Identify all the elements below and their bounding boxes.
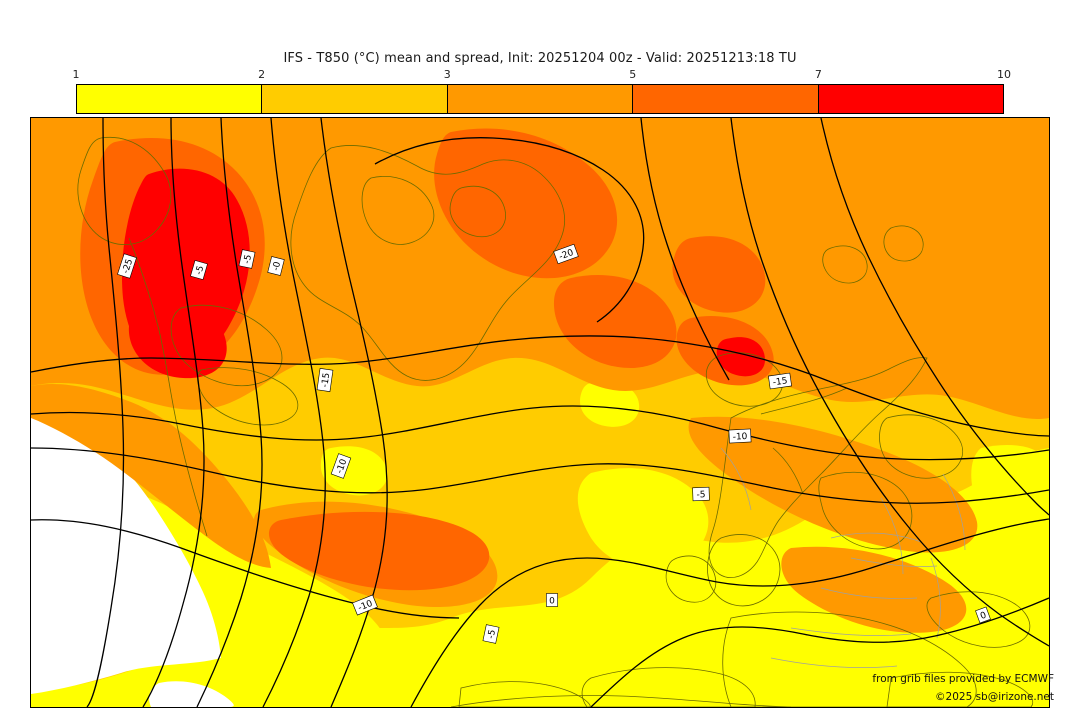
colorbar-tick-6: 10	[997, 68, 1011, 81]
colorbar-segment-3	[446, 85, 633, 113]
map-canvas[interactable]: -25 -5 -5 -0 -15 -10 -20 -15 -10 -5 -10 -5 0 0	[30, 117, 1050, 708]
contour-label: -10	[352, 594, 378, 616]
contour-label: -5	[692, 486, 710, 502]
svg-text:0: 0	[549, 596, 555, 606]
contour-label: -5	[238, 249, 256, 269]
map-svg: -25 -5 -5 -0 -15 -10 -20 -15 -10 -5 -10 -5 0 0	[31, 118, 1049, 707]
country-borders	[720, 447, 966, 668]
contour-label: 0	[546, 593, 558, 607]
contour-label: -10	[728, 428, 752, 444]
page-title: IFS - T850 (°C) mean and spread, Init: 2…	[283, 51, 797, 66]
contour-label: -15	[768, 372, 792, 390]
copyright-credit: ©2025 sb@irizone.net	[935, 691, 1054, 703]
contour-labels: -25 -5 -5 -0 -15 -10 -20 -15 -10 -5 -10 -5 0 0	[117, 243, 991, 644]
coastlines	[77, 136, 1033, 707]
colorbar-tick-4: 5	[629, 68, 637, 81]
colorbar-segment-5	[817, 85, 1004, 113]
svg-text:-20: -20	[558, 248, 575, 263]
svg-text:-0: -0	[271, 260, 283, 271]
contour-label: -5	[482, 624, 500, 644]
contour-label: -10	[330, 453, 352, 479]
colorbar-swatches	[76, 84, 1004, 114]
data-source-credit: from grib files provided by ECMWF	[872, 673, 1054, 685]
svg-text:-15: -15	[772, 376, 788, 388]
svg-text:-10: -10	[732, 432, 747, 443]
colorbar-tick-2: 2	[258, 68, 266, 81]
colorbar-tick-5: 7	[814, 68, 822, 81]
spread-band-3-east	[688, 416, 978, 633]
colorbar: 1 2 3 5 7 10	[72, 68, 1012, 114]
contour-label: -15	[316, 368, 334, 392]
colorbar-segment-4	[632, 85, 818, 113]
contour-label: -25	[117, 253, 137, 279]
contour-label: -0	[267, 256, 285, 276]
svg-text:-5: -5	[696, 490, 705, 500]
svg-text:-5: -5	[194, 265, 206, 276]
colorbar-tick-1: 1	[72, 68, 80, 81]
isotherm-contours	[31, 118, 1049, 707]
svg-text:-10: -10	[335, 458, 350, 475]
svg-text:-25: -25	[121, 258, 135, 275]
contour-label: 0	[975, 606, 991, 624]
colorbar-segment-1	[77, 85, 262, 113]
svg-text:0: 0	[979, 610, 988, 621]
svg-text:-5: -5	[486, 629, 498, 640]
colorbar-segment-2	[261, 85, 447, 113]
contour-label: -20	[553, 243, 579, 265]
spread-nodata-area	[31, 407, 234, 707]
contour-label: -5	[190, 259, 208, 281]
svg-text:-15: -15	[320, 372, 332, 388]
svg-text:-5: -5	[242, 254, 254, 265]
colorbar-tick-3: 3	[443, 68, 451, 81]
colorbar-tick-labels: 1 2 3 5 7 10	[72, 68, 1012, 84]
